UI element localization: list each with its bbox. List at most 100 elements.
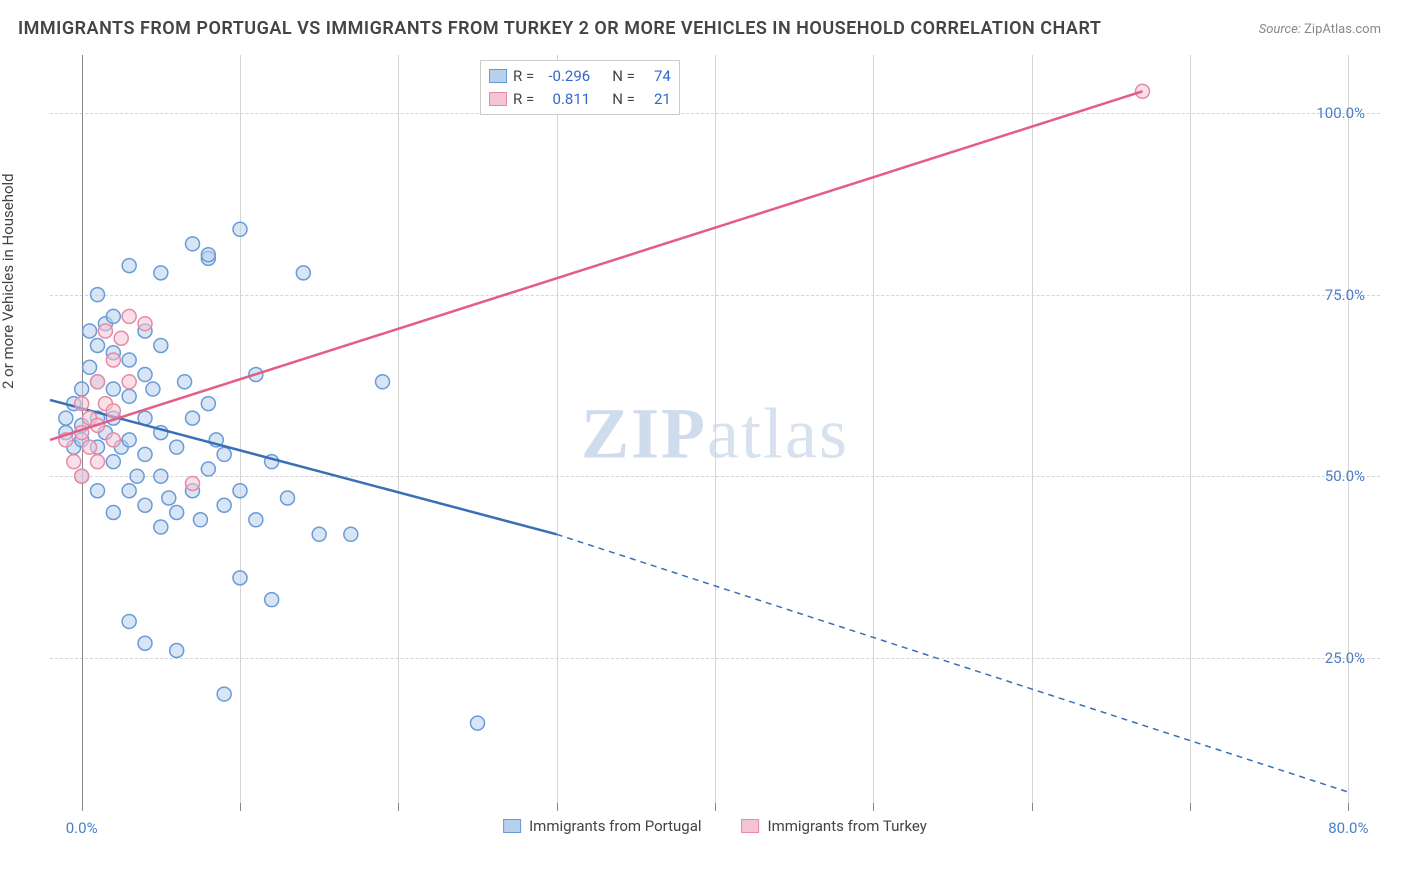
scatter-point-portugal — [138, 447, 152, 461]
scatter-point-portugal — [91, 484, 105, 498]
scatter-point-portugal — [75, 382, 89, 396]
scatter-point-portugal — [233, 222, 247, 236]
x-tick-mark — [715, 803, 716, 811]
x-tick-label: 0.0% — [66, 819, 98, 837]
stats-row-portugal: R = -0.296 N = 74 — [489, 65, 671, 88]
scatter-point-turkey — [67, 455, 81, 469]
scatter-point-portugal — [201, 397, 215, 411]
swatch-turkey — [742, 819, 760, 833]
scatter-point-portugal — [83, 360, 97, 374]
swatch-portugal — [503, 819, 521, 833]
scatter-point-portugal — [233, 571, 247, 585]
scatter-point-portugal — [122, 389, 136, 403]
scatter-point-portugal — [312, 527, 326, 541]
scatter-point-turkey — [106, 433, 120, 447]
scatter-point-portugal — [376, 375, 390, 389]
source-label: Source: — [1259, 22, 1301, 37]
x-tick-label: 80.0% — [1328, 819, 1368, 837]
trend-line-turkey — [50, 91, 1143, 440]
scatter-point-portugal — [217, 447, 231, 461]
scatter-point-portugal — [122, 484, 136, 498]
turkey-n-value: 21 — [641, 88, 671, 111]
legend-item-portugal: Immigrants from Portugal — [503, 817, 701, 835]
scatter-point-portugal — [154, 266, 168, 280]
scatter-point-portugal — [170, 506, 184, 520]
scatter-point-portugal — [83, 324, 97, 338]
scatter-point-turkey — [98, 324, 112, 338]
scatter-point-turkey — [122, 375, 136, 389]
stats-row-turkey: R = 0.811 N = 21 — [489, 88, 671, 111]
scatter-point-portugal — [91, 288, 105, 302]
y-tick-label: 25.0% — [1325, 649, 1365, 667]
scatter-point-portugal — [106, 455, 120, 469]
scatter-point-portugal — [122, 433, 136, 447]
turkey-r-value: 0.811 — [540, 88, 590, 111]
x-tick-mark — [557, 803, 558, 811]
scatter-point-portugal — [138, 636, 152, 650]
scatter-point-portugal — [122, 353, 136, 367]
scatter-point-portugal — [122, 614, 136, 628]
scatter-point-turkey — [138, 317, 152, 331]
chart-title: IMMIGRANTS FROM PORTUGAL VS IMMIGRANTS F… — [18, 18, 1101, 39]
scatter-point-portugal — [106, 382, 120, 396]
y-tick-label: 100.0% — [1316, 104, 1365, 122]
y-axis-label: 2 or more Vehicles in Household — [0, 173, 17, 389]
portugal-n-value: 74 — [641, 65, 671, 88]
scatter-point-portugal — [154, 338, 168, 352]
legend-label-turkey: Immigrants from Turkey — [768, 817, 927, 835]
n-label: N = — [612, 88, 635, 111]
scatter-point-portugal — [138, 368, 152, 382]
y-tick-label: 75.0% — [1325, 286, 1365, 304]
swatch-turkey — [489, 92, 507, 106]
scatter-point-portugal — [59, 411, 73, 425]
stats-legend-box: R = -0.296 N = 74 R = 0.811 N = 21 — [480, 60, 680, 115]
scatter-point-portugal — [186, 411, 200, 425]
scatter-point-portugal — [138, 498, 152, 512]
trend-line-dashed-portugal — [557, 534, 1349, 792]
scatter-point-portugal — [217, 498, 231, 512]
scatter-point-portugal — [91, 338, 105, 352]
x-tick-mark — [873, 803, 874, 811]
scatter-plot — [50, 55, 1380, 845]
scatter-point-turkey — [75, 469, 89, 483]
scatter-point-turkey — [122, 309, 136, 323]
scatter-point-portugal — [106, 506, 120, 520]
scatter-point-portugal — [193, 513, 207, 527]
legend-label-portugal: Immigrants from Portugal — [529, 817, 701, 835]
scatter-point-portugal — [178, 375, 192, 389]
scatter-point-portugal — [281, 491, 295, 505]
trend-line-portugal — [50, 400, 557, 534]
scatter-point-turkey — [106, 404, 120, 418]
scatter-point-portugal — [170, 440, 184, 454]
scatter-point-turkey — [75, 397, 89, 411]
portugal-r-value: -0.296 — [540, 65, 590, 88]
scatter-point-turkey — [91, 375, 105, 389]
x-tick-mark — [82, 803, 83, 811]
r-label: R = — [513, 65, 534, 88]
bottom-legend: Immigrants from Portugal Immigrants from… — [503, 817, 927, 835]
scatter-point-portugal — [162, 491, 176, 505]
scatter-point-portugal — [296, 266, 310, 280]
scatter-point-portugal — [471, 716, 485, 730]
scatter-point-portugal — [170, 643, 184, 657]
x-tick-mark — [398, 803, 399, 811]
scatter-point-portugal — [186, 237, 200, 251]
scatter-point-portugal — [146, 382, 160, 396]
x-tick-mark — [1190, 803, 1191, 811]
scatter-point-portugal — [201, 248, 215, 262]
scatter-point-portugal — [233, 484, 247, 498]
scatter-point-turkey — [106, 353, 120, 367]
scatter-point-portugal — [106, 309, 120, 323]
x-tick-mark — [240, 803, 241, 811]
legend-item-turkey: Immigrants from Turkey — [742, 817, 927, 835]
scatter-point-turkey — [91, 455, 105, 469]
swatch-portugal — [489, 69, 507, 83]
r-label: R = — [513, 88, 534, 111]
scatter-point-portugal — [122, 259, 136, 273]
scatter-point-portugal — [217, 687, 231, 701]
scatter-point-portugal — [130, 469, 144, 483]
scatter-point-portugal — [154, 520, 168, 534]
scatter-point-portugal — [344, 527, 358, 541]
source-value: ZipAtlas.com — [1304, 22, 1381, 37]
scatter-point-portugal — [265, 593, 279, 607]
